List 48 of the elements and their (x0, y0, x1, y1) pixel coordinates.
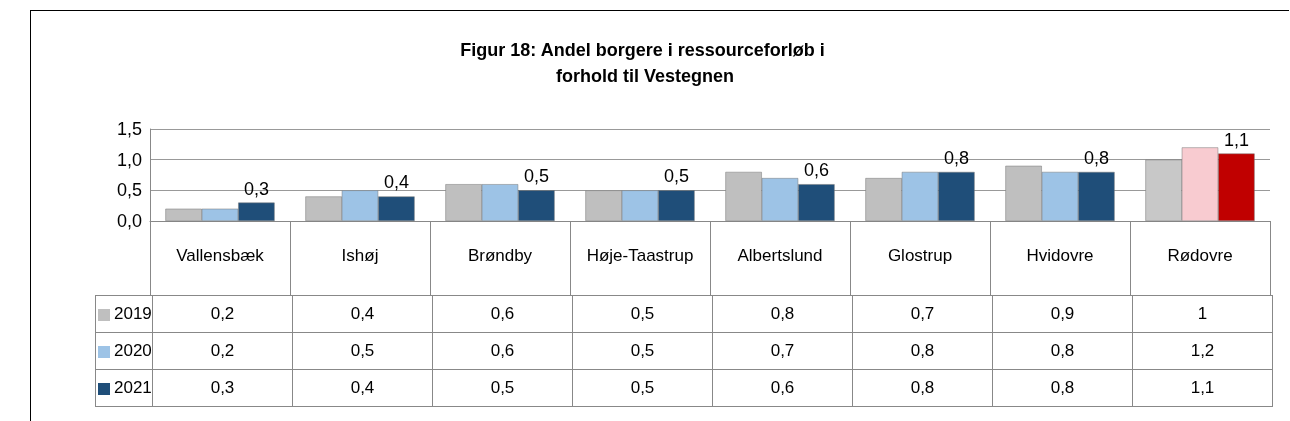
data-label: 0,8 (852, 332, 993, 370)
x-tick-label: Glostrup (887, 246, 953, 265)
x-tick-label: Ishøj (341, 246, 379, 265)
data-label: 0,6 (432, 332, 573, 370)
data-label: 0,4 (292, 369, 433, 407)
data-label: 0,8 (852, 369, 993, 407)
legend-label: 2021 (95, 369, 153, 407)
data-label: 0,2 (152, 332, 293, 370)
x-tick-label: Vallensbæk (176, 246, 265, 265)
text: 0,5 (523, 166, 549, 187)
legend-label: 2019 (95, 295, 153, 333)
data-label: 0,5 (572, 295, 713, 333)
y-tick-label: 1,0 (116, 149, 142, 170)
x-tick-label: Høje-Taastrup (586, 246, 694, 265)
data-label: 0,9 (992, 295, 1133, 333)
x-tick-label: Albertslund (737, 246, 823, 265)
data-label: 0,6 (712, 369, 853, 407)
x-tick-label: Hvidovre (1026, 246, 1094, 265)
data-label: 0,5 (292, 332, 433, 370)
text: 0,6 (803, 160, 829, 181)
data-label: 0,8 (712, 295, 853, 333)
data-label: 0,5 (572, 332, 713, 370)
legend-label: 2020 (95, 332, 153, 370)
y-tick-label: 0,0 (116, 211, 142, 231)
data-label: 0,4 (292, 295, 433, 333)
x-tick-label: Brøndby (467, 246, 533, 265)
text: 0,8 (943, 147, 969, 168)
text: 1,1 (1223, 129, 1249, 150)
x-tick-label: Rødovre (1167, 246, 1233, 265)
data-label: 0,7 (712, 332, 853, 370)
y-tick-label: 1,5 (116, 119, 142, 139)
data-label: 0,5 (432, 369, 573, 407)
text: 0,4 (383, 172, 409, 193)
text: 0,5 (663, 166, 689, 187)
data-label: 0,8 (992, 332, 1133, 370)
text: 0,3 (243, 178, 269, 199)
data-label: 0,6 (432, 295, 573, 333)
data-label: 0,2 (152, 295, 293, 333)
data-label: 1,2 (1132, 332, 1273, 370)
data-label: 0,7 (852, 295, 993, 333)
data-label: 0,5 (572, 369, 713, 407)
data-label: 0,3 (152, 369, 293, 407)
data-label: 0,8 (992, 369, 1133, 407)
data-label: 1 (1132, 295, 1273, 333)
data-label: 1,1 (1132, 369, 1273, 407)
chart-title: Figur 18: Andel borgere i ressourceforløb i forhold til Vestegnen (460, 40, 830, 86)
y-tick-label: 0,5 (116, 180, 142, 201)
text: 0,8 (1083, 147, 1109, 168)
